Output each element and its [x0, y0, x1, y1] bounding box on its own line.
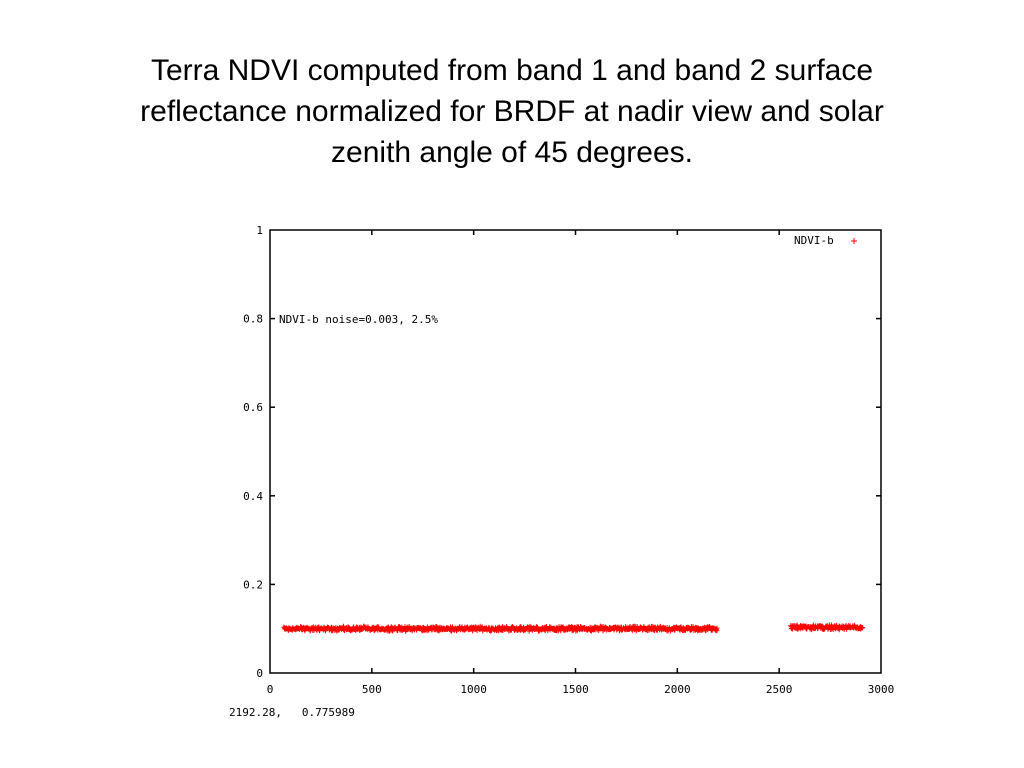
data-point	[559, 625, 565, 631]
y-tick-label: 0.4	[243, 490, 263, 503]
x-tick-label: 500	[362, 683, 382, 696]
data-point	[714, 625, 720, 631]
x-tick-label: 2500	[766, 683, 793, 696]
x-tick-label: 2000	[664, 683, 691, 696]
y-ticks-group: 0 0.2 0.4 0.6 0.8 1	[243, 224, 881, 680]
x-tick-label: 1500	[562, 683, 589, 696]
y-tick-label: 0	[256, 667, 263, 680]
x-tick-label: 0	[267, 683, 274, 696]
data-points-group	[281, 622, 865, 634]
coordinate-readout: 2192.28, 0.775989	[229, 706, 355, 719]
title-line-3: zenith angle of 45 degrees.	[331, 136, 693, 169]
x-tick-label: 1000	[460, 683, 487, 696]
legend-label: NDVI-b	[794, 234, 834, 247]
plot-frame	[269, 229, 882, 674]
y-tick-label: 0.8	[243, 313, 263, 326]
title-line-2: reflectance normalized for BRDF at nadir…	[140, 95, 884, 128]
data-point	[859, 625, 865, 631]
x-ticks-group: 0 500 1000 1500 2000 2500 3000	[267, 230, 895, 696]
y-tick-label: 0.6	[243, 401, 263, 414]
noise-annotation: NDVI-b noise=0.003, 2.5%	[279, 313, 438, 326]
y-tick-label: 0.2	[243, 578, 263, 591]
x-tick-label: 3000	[868, 683, 895, 696]
title-line-1: Terra NDVI computed from band 1 and band…	[150, 54, 874, 87]
slide-title: Terra NDVI computed from band 1 and band…	[40, 50, 984, 173]
legend-marker	[851, 238, 857, 244]
y-tick-label: 1	[256, 224, 263, 237]
data-point	[713, 626, 719, 632]
